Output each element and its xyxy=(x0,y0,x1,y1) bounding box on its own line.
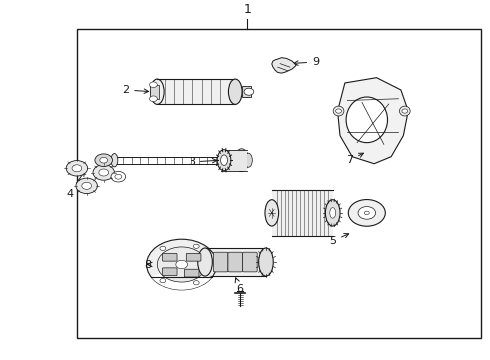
Ellipse shape xyxy=(333,106,344,116)
Circle shape xyxy=(402,109,408,113)
Ellipse shape xyxy=(111,153,118,167)
Circle shape xyxy=(194,244,199,248)
Ellipse shape xyxy=(245,153,252,167)
Circle shape xyxy=(100,157,108,163)
FancyBboxPatch shape xyxy=(213,252,228,272)
Ellipse shape xyxy=(399,106,410,116)
Text: 8: 8 xyxy=(144,260,152,270)
Text: 7: 7 xyxy=(346,153,364,165)
Bar xyxy=(220,150,247,171)
FancyBboxPatch shape xyxy=(228,252,243,272)
FancyBboxPatch shape xyxy=(162,268,177,276)
Ellipse shape xyxy=(234,149,249,172)
Circle shape xyxy=(76,178,98,194)
Circle shape xyxy=(194,281,199,285)
Circle shape xyxy=(99,169,109,176)
Circle shape xyxy=(244,88,254,95)
Ellipse shape xyxy=(217,150,231,171)
Circle shape xyxy=(358,207,375,219)
Circle shape xyxy=(160,246,166,251)
Circle shape xyxy=(348,199,385,226)
Ellipse shape xyxy=(346,97,388,143)
Ellipse shape xyxy=(330,208,336,218)
Polygon shape xyxy=(338,78,408,164)
Circle shape xyxy=(95,154,113,167)
FancyBboxPatch shape xyxy=(243,252,257,272)
Text: 6: 6 xyxy=(235,278,244,294)
Circle shape xyxy=(93,165,115,180)
Wedge shape xyxy=(151,265,212,290)
Circle shape xyxy=(157,247,206,282)
Text: 5: 5 xyxy=(329,234,349,246)
Circle shape xyxy=(160,279,166,283)
Ellipse shape xyxy=(228,79,242,104)
Ellipse shape xyxy=(259,248,273,276)
Circle shape xyxy=(149,82,157,87)
Text: 3: 3 xyxy=(188,157,217,167)
Circle shape xyxy=(111,171,125,182)
Text: 9: 9 xyxy=(294,57,319,67)
Circle shape xyxy=(176,260,188,269)
Bar xyxy=(242,86,251,97)
Bar xyxy=(157,79,235,104)
FancyBboxPatch shape xyxy=(184,269,199,277)
Text: 2: 2 xyxy=(122,85,148,95)
Ellipse shape xyxy=(198,248,212,276)
Bar xyxy=(205,248,266,276)
Bar xyxy=(272,190,333,236)
Ellipse shape xyxy=(220,155,227,166)
Circle shape xyxy=(115,174,122,179)
Text: 1: 1 xyxy=(244,3,251,16)
Circle shape xyxy=(365,211,369,215)
FancyBboxPatch shape xyxy=(162,253,177,261)
Circle shape xyxy=(149,96,157,102)
Ellipse shape xyxy=(325,200,340,226)
Circle shape xyxy=(82,182,92,189)
FancyBboxPatch shape xyxy=(186,253,201,261)
Bar xyxy=(150,85,159,99)
Bar xyxy=(77,28,481,338)
Polygon shape xyxy=(272,58,296,73)
Circle shape xyxy=(66,161,88,176)
Ellipse shape xyxy=(150,79,164,104)
Circle shape xyxy=(147,239,217,290)
Circle shape xyxy=(72,165,82,172)
Circle shape xyxy=(336,109,342,113)
Text: 4: 4 xyxy=(66,171,84,199)
Ellipse shape xyxy=(265,200,279,226)
